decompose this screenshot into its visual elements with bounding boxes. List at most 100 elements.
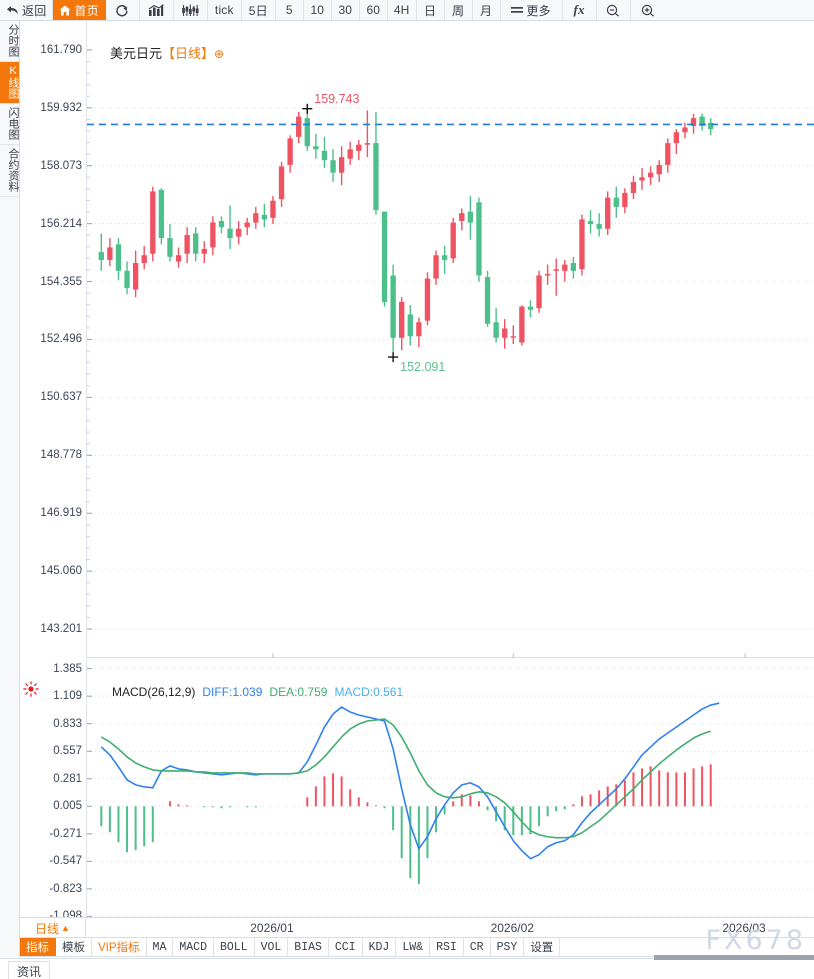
home-label: 首页	[74, 3, 99, 18]
chart-container: 美元日元【日线】⊕ 161.790 159.932 158.073 156.214 15…	[20, 21, 814, 937]
indicator--[interactable]: 模板	[56, 938, 92, 956]
price-tick-label: 152.496	[40, 333, 82, 346]
indicator-boll[interactable]: BOLL	[214, 938, 255, 956]
macd-pane[interactable]	[86, 659, 814, 937]
more-label: 更多	[526, 3, 551, 18]
left-rail: 分时图 K线图闪电图合约资料	[0, 21, 20, 957]
refresh-icon	[115, 4, 129, 17]
chart-period: 【日线】	[162, 46, 215, 61]
fx-button[interactable]: fx	[562, 0, 597, 20]
macd-tick-label: 0.005	[53, 800, 82, 813]
price-tick-label: 145.060	[40, 565, 82, 578]
price-tick-label: 146.919	[40, 507, 82, 520]
candlestick-button[interactable]	[173, 0, 208, 20]
macd-tick-label: -0.547	[49, 855, 82, 868]
indicator-kdj[interactable]: KDJ	[363, 938, 397, 956]
back-label: 返回	[22, 3, 47, 18]
price-axis: 161.790 159.932 158.073 156.214 154.355 152.4…	[20, 21, 86, 658]
indicator-lw-[interactable]: LW&	[396, 938, 431, 956]
macd-tick-label: 1.385	[53, 662, 82, 675]
rail-item-3[interactable]: 合约资料	[0, 145, 19, 197]
home-icon	[59, 5, 71, 16]
bar-chart-icon	[148, 3, 165, 17]
more-button[interactable]: 更多	[500, 0, 563, 20]
caret-up-icon: ▲	[61, 923, 70, 933]
indicator-macd[interactable]: MACD	[173, 938, 214, 956]
rail-item-2[interactable]: 闪电图	[0, 104, 19, 145]
macd-tick-label: 0.557	[53, 745, 82, 758]
price-tick-label: 154.355	[40, 275, 82, 288]
home-button[interactable]: 首页	[53, 0, 106, 20]
zoom-out-button[interactable]	[596, 0, 631, 20]
macd-chart	[87, 668, 814, 937]
tab-month[interactable]: 月	[472, 0, 501, 20]
candlestick-chart	[87, 49, 814, 658]
instrument-name: 美元日元	[110, 46, 163, 61]
indicator--[interactable]: 指标	[20, 938, 56, 956]
rail-item-0[interactable]: 分时图	[0, 21, 19, 62]
macd-tick-label: -0.271	[49, 827, 82, 840]
zoom-in-button[interactable]	[630, 0, 665, 20]
price-tick-label: 161.790	[40, 43, 82, 56]
refresh-button[interactable]	[105, 0, 140, 20]
tab-4h[interactable]: 4H	[387, 0, 417, 20]
tab-min-10[interactable]: 10	[303, 0, 332, 20]
news-tab[interactable]: 资讯	[8, 961, 51, 979]
indicator-vol[interactable]: VOL	[255, 938, 289, 956]
macd-name: MACD(26,12,9)	[112, 685, 196, 699]
indicator-bias[interactable]: BIAS	[288, 938, 329, 956]
x-tick-label: 2026/03	[722, 921, 766, 935]
macd-dea: DEA:0.759	[269, 685, 328, 699]
tab-min-30[interactable]: 30	[331, 0, 360, 20]
macd-legend: MACD(26,12,9) DIFF:1.039 DEA:0.759 MACD:0.5…	[112, 685, 403, 699]
price-tick-label: 158.073	[40, 159, 82, 172]
price-tick-label: 150.637	[40, 391, 82, 404]
macd-value: MACD:0.561	[334, 685, 404, 699]
tab-week[interactable]: 周	[444, 0, 473, 20]
hamburger-icon	[511, 6, 524, 15]
crosshair-target-icon[interactable]: ⊕	[214, 47, 225, 61]
price-tick-label: 148.778	[40, 449, 82, 462]
indicator-bar-filler	[560, 938, 814, 956]
macd-tick-label: 0.833	[53, 717, 82, 730]
tab-five-day[interactable]: 5日	[241, 0, 276, 20]
tab-min-5[interactable]: 5	[275, 0, 304, 20]
indicator-rsi[interactable]: RSI	[430, 938, 464, 956]
bar-chart-button[interactable]	[139, 0, 174, 20]
macd-tick-label: 1.109	[53, 690, 82, 703]
x-tick-label: 2026/01	[250, 921, 294, 935]
rail-item-label: 闪电图	[7, 107, 19, 140]
indicator-cr[interactable]: CR	[464, 938, 491, 956]
bottom-bar: 资讯	[0, 958, 814, 979]
price-tick-label: 156.214	[40, 217, 82, 230]
top-toolbar: 返回 首页	[0, 0, 814, 21]
sun-icon[interactable]	[23, 681, 39, 697]
price-pane[interactable]	[86, 21, 814, 658]
fx-label: fx	[573, 2, 585, 17]
indicator--[interactable]: 设置	[524, 938, 561, 956]
indicator-ma[interactable]: MA	[147, 938, 174, 956]
high-price-annotation: 159.743	[314, 91, 360, 106]
back-button[interactable]: 返回	[0, 0, 54, 20]
rail-item-label: 合约资料	[7, 148, 19, 192]
rail-item-label: K线图	[7, 65, 19, 99]
indicator-psy[interactable]: PSY	[491, 938, 525, 956]
zoom-in-icon	[641, 4, 655, 17]
indicator-vip-[interactable]: VIP指标	[92, 938, 147, 956]
back-arrow-icon	[6, 5, 19, 16]
indicator-cci[interactable]: CCI	[329, 938, 363, 956]
rail-item-label: 分时图	[7, 24, 19, 57]
chart-title: 美元日元【日线】⊕	[110, 43, 224, 62]
macd-axis: 1.385 1.109 0.833 0.557 0.281 0.005 -0.271 -0.5…	[20, 659, 86, 937]
price-tick-label: 143.201	[40, 623, 82, 636]
macd-tick-label: -0.823	[49, 882, 82, 895]
macd-diff: DIFF:1.039	[202, 685, 263, 699]
tab-tick[interactable]: tick	[207, 0, 242, 20]
low-price-annotation: 152.091	[400, 360, 446, 375]
rail-item-1[interactable]: K线图	[0, 62, 19, 104]
tab-day[interactable]: 日	[416, 0, 445, 20]
watermark-bar	[654, 955, 814, 960]
period-selector-button[interactable]: 日线 ▲	[20, 918, 86, 938]
tab-min-60[interactable]: 60	[359, 0, 388, 20]
